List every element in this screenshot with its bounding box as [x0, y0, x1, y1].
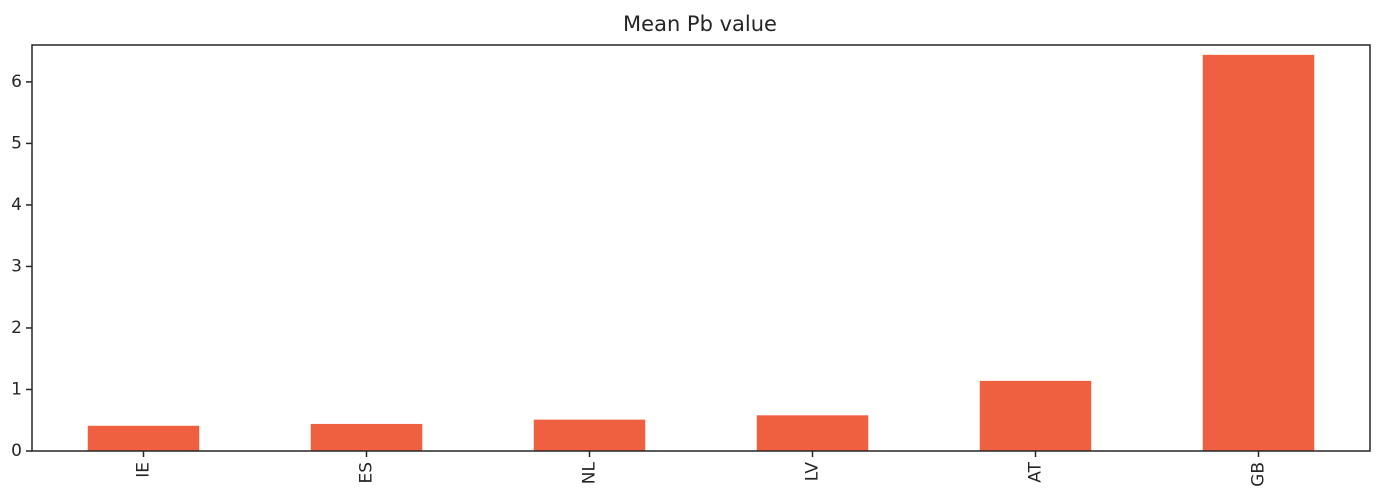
chart-title: Mean Pb value	[623, 12, 777, 36]
bar-gb	[1202, 54, 1315, 452]
x-tick-label-gb: GB	[1249, 462, 1269, 487]
bars-group	[87, 54, 1315, 452]
bar-nl	[533, 419, 646, 451]
bar-at	[979, 380, 1092, 451]
y-tick-label-6: 6	[11, 72, 22, 92]
x-tick-label-at: AT	[1026, 461, 1046, 482]
x-tick-label-es: ES	[357, 462, 377, 484]
bar-lv	[756, 415, 869, 451]
y-tick-label-0: 0	[11, 441, 22, 461]
plot-frame	[31, 44, 1371, 452]
y-tick-label-3: 3	[11, 256, 22, 276]
bar-ie	[87, 425, 200, 451]
bar-es	[310, 423, 423, 451]
y-axis: 0 1 2 3 4 5 6	[11, 72, 32, 461]
y-tick-label-5: 5	[11, 133, 22, 153]
x-tick-label-ie: IE	[134, 462, 154, 478]
y-tick-label-1: 1	[11, 379, 22, 399]
x-tick-label-lv: LV	[803, 462, 823, 482]
x-axis: IE ES NL LV AT GB	[134, 451, 1269, 487]
y-tick-label-4: 4	[11, 195, 22, 215]
x-tick-label-nl: NL	[580, 461, 600, 484]
y-tick-label-2: 2	[11, 318, 22, 338]
